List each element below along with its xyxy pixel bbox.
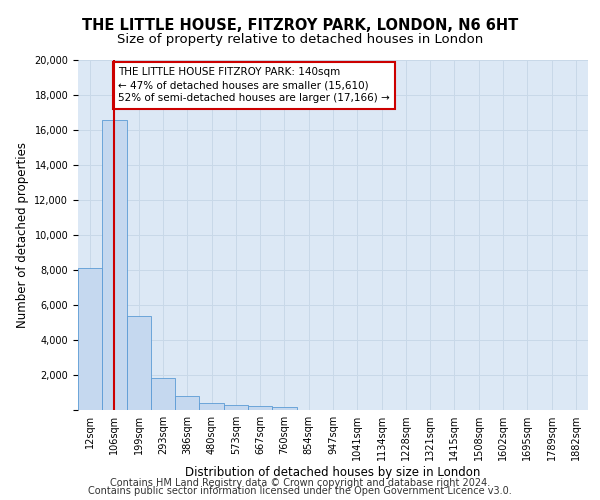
Bar bbox=[224, 405, 248, 410]
X-axis label: Distribution of detached houses by size in London: Distribution of detached houses by size … bbox=[185, 466, 481, 479]
Bar bbox=[175, 396, 199, 410]
Bar bbox=[272, 406, 296, 410]
Bar bbox=[151, 378, 175, 410]
Bar bbox=[127, 316, 151, 410]
Bar bbox=[102, 120, 127, 410]
Text: Size of property relative to detached houses in London: Size of property relative to detached ho… bbox=[117, 32, 483, 46]
Text: THE LITTLE HOUSE FITZROY PARK: 140sqm
← 47% of detached houses are smaller (15,6: THE LITTLE HOUSE FITZROY PARK: 140sqm ← … bbox=[118, 67, 390, 104]
Bar bbox=[248, 406, 272, 410]
Y-axis label: Number of detached properties: Number of detached properties bbox=[16, 142, 29, 328]
Text: Contains public sector information licensed under the Open Government Licence v3: Contains public sector information licen… bbox=[88, 486, 512, 496]
Text: Contains HM Land Registry data © Crown copyright and database right 2024.: Contains HM Land Registry data © Crown c… bbox=[110, 478, 490, 488]
Bar bbox=[78, 268, 102, 410]
Text: THE LITTLE HOUSE, FITZROY PARK, LONDON, N6 6HT: THE LITTLE HOUSE, FITZROY PARK, LONDON, … bbox=[82, 18, 518, 32]
Bar bbox=[199, 404, 224, 410]
